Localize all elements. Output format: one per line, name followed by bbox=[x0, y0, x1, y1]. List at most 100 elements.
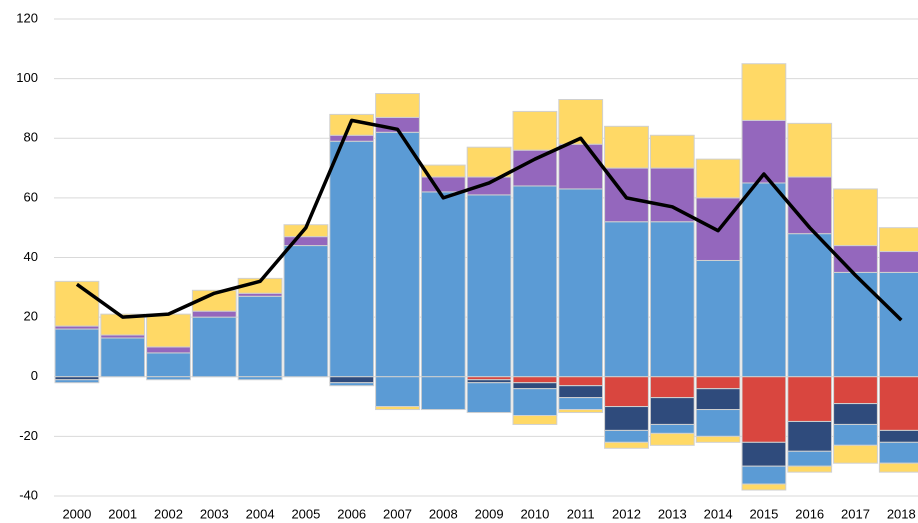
x-tick-label: 2005 bbox=[291, 506, 320, 521]
bar-segment bbox=[878, 376, 918, 431]
x-tick-label: 2018 bbox=[887, 506, 916, 521]
x-tick-label: 2004 bbox=[246, 506, 275, 521]
bar-segment bbox=[375, 131, 420, 378]
bar-segment bbox=[649, 432, 695, 446]
x-tick-label: 2014 bbox=[704, 506, 733, 521]
bar-segment bbox=[878, 251, 918, 273]
bar-segment bbox=[649, 397, 695, 425]
bar-segment bbox=[54, 379, 100, 384]
bar-segment bbox=[741, 376, 787, 443]
x-tick-label: 2008 bbox=[429, 506, 458, 521]
bar-segment bbox=[420, 376, 466, 411]
bar-segment bbox=[649, 134, 695, 169]
bar-segment bbox=[512, 376, 558, 384]
bar-segment bbox=[191, 310, 237, 318]
bar-segment bbox=[741, 182, 787, 378]
bar-segment bbox=[878, 462, 918, 473]
bar-segment bbox=[466, 146, 512, 178]
y-tick-label: 80 bbox=[24, 130, 38, 145]
bar-segment bbox=[787, 176, 833, 235]
bar-segment bbox=[695, 376, 741, 390]
bar-segment bbox=[191, 289, 237, 312]
bar-segment bbox=[787, 420, 833, 452]
bar-segment bbox=[100, 337, 146, 378]
bar-segment bbox=[375, 93, 420, 118]
bar-segment bbox=[283, 245, 329, 378]
bar-segment bbox=[833, 403, 878, 425]
bar-segment bbox=[558, 397, 604, 411]
bar-segment bbox=[695, 388, 741, 411]
line bbox=[75, 118, 903, 322]
x-tick-label: 2009 bbox=[475, 506, 504, 521]
bar-segment bbox=[604, 441, 649, 449]
bar-segment bbox=[787, 450, 833, 467]
bar-segment bbox=[512, 388, 558, 417]
x-tick-label: 2011 bbox=[567, 506, 595, 521]
bar-segment bbox=[375, 406, 420, 411]
bar-segment bbox=[695, 158, 741, 199]
bar-segment bbox=[604, 221, 649, 378]
bar-segment bbox=[695, 409, 741, 437]
bar-segment bbox=[420, 191, 466, 378]
bar-segment bbox=[695, 435, 741, 443]
bar-segment bbox=[329, 134, 375, 142]
y-tick-label: -20 bbox=[19, 428, 38, 443]
y-tick-label: 0 bbox=[31, 368, 38, 383]
bar-segment bbox=[649, 423, 695, 434]
bar-segment bbox=[787, 465, 833, 473]
x-tick-label: 2002 bbox=[154, 506, 183, 521]
x-tick-label: 2013 bbox=[658, 506, 687, 521]
bar-segment bbox=[787, 122, 833, 178]
bar-segment bbox=[878, 441, 918, 464]
bar-segment bbox=[604, 376, 649, 408]
bar-segment bbox=[329, 382, 375, 387]
bar-segment bbox=[237, 376, 283, 381]
bar-segment bbox=[512, 382, 558, 390]
x-tick-label: 2015 bbox=[749, 506, 778, 521]
bar-segment bbox=[833, 376, 878, 405]
bar-segment bbox=[695, 259, 741, 378]
bar-segment bbox=[146, 376, 191, 381]
bar-segment bbox=[878, 227, 918, 253]
y-tick-label: 40 bbox=[24, 249, 38, 264]
bar-segment bbox=[741, 483, 787, 491]
bar-segment bbox=[558, 98, 604, 145]
bar-segment bbox=[375, 376, 420, 408]
bar-segment bbox=[329, 376, 375, 384]
bar-segment bbox=[878, 271, 918, 378]
bar-segment bbox=[54, 328, 100, 378]
bar-segment bbox=[787, 376, 833, 422]
y-tick-label: 100 bbox=[16, 70, 38, 85]
bar-segment bbox=[466, 382, 512, 414]
bar-segment bbox=[146, 346, 191, 354]
bar-segment bbox=[649, 376, 695, 399]
bar-segment bbox=[558, 385, 604, 399]
x-tick-label: 2007 bbox=[383, 506, 412, 521]
bar-segment bbox=[558, 409, 604, 414]
x-tick-label: 2003 bbox=[200, 506, 229, 521]
x-tick-label: 2001 bbox=[108, 506, 137, 521]
bar-segment bbox=[512, 185, 558, 378]
bar-segment bbox=[833, 423, 878, 446]
x-tick-label: 2016 bbox=[795, 506, 824, 521]
bar-segment bbox=[878, 429, 918, 443]
x-tick-label: 2000 bbox=[62, 506, 91, 521]
bar-segment bbox=[649, 221, 695, 378]
bar-segment bbox=[466, 194, 512, 378]
x-tick-label: 2006 bbox=[337, 506, 366, 521]
bar-segment bbox=[466, 176, 512, 196]
bar-segment bbox=[54, 280, 100, 327]
bar-segment bbox=[787, 233, 833, 378]
bar-segment bbox=[237, 295, 283, 378]
x-tick-label: 2012 bbox=[612, 506, 641, 521]
bar-segment bbox=[191, 316, 237, 378]
bar-segment bbox=[833, 444, 878, 464]
bar-segment bbox=[329, 140, 375, 378]
y-tick-label: 120 bbox=[16, 10, 38, 25]
bar-segment bbox=[512, 110, 558, 151]
bar-segment bbox=[558, 188, 604, 378]
bar-segment bbox=[741, 63, 787, 121]
bar-segment bbox=[604, 125, 649, 169]
y-tick-label: -40 bbox=[19, 487, 38, 502]
bar-segment bbox=[741, 441, 787, 467]
